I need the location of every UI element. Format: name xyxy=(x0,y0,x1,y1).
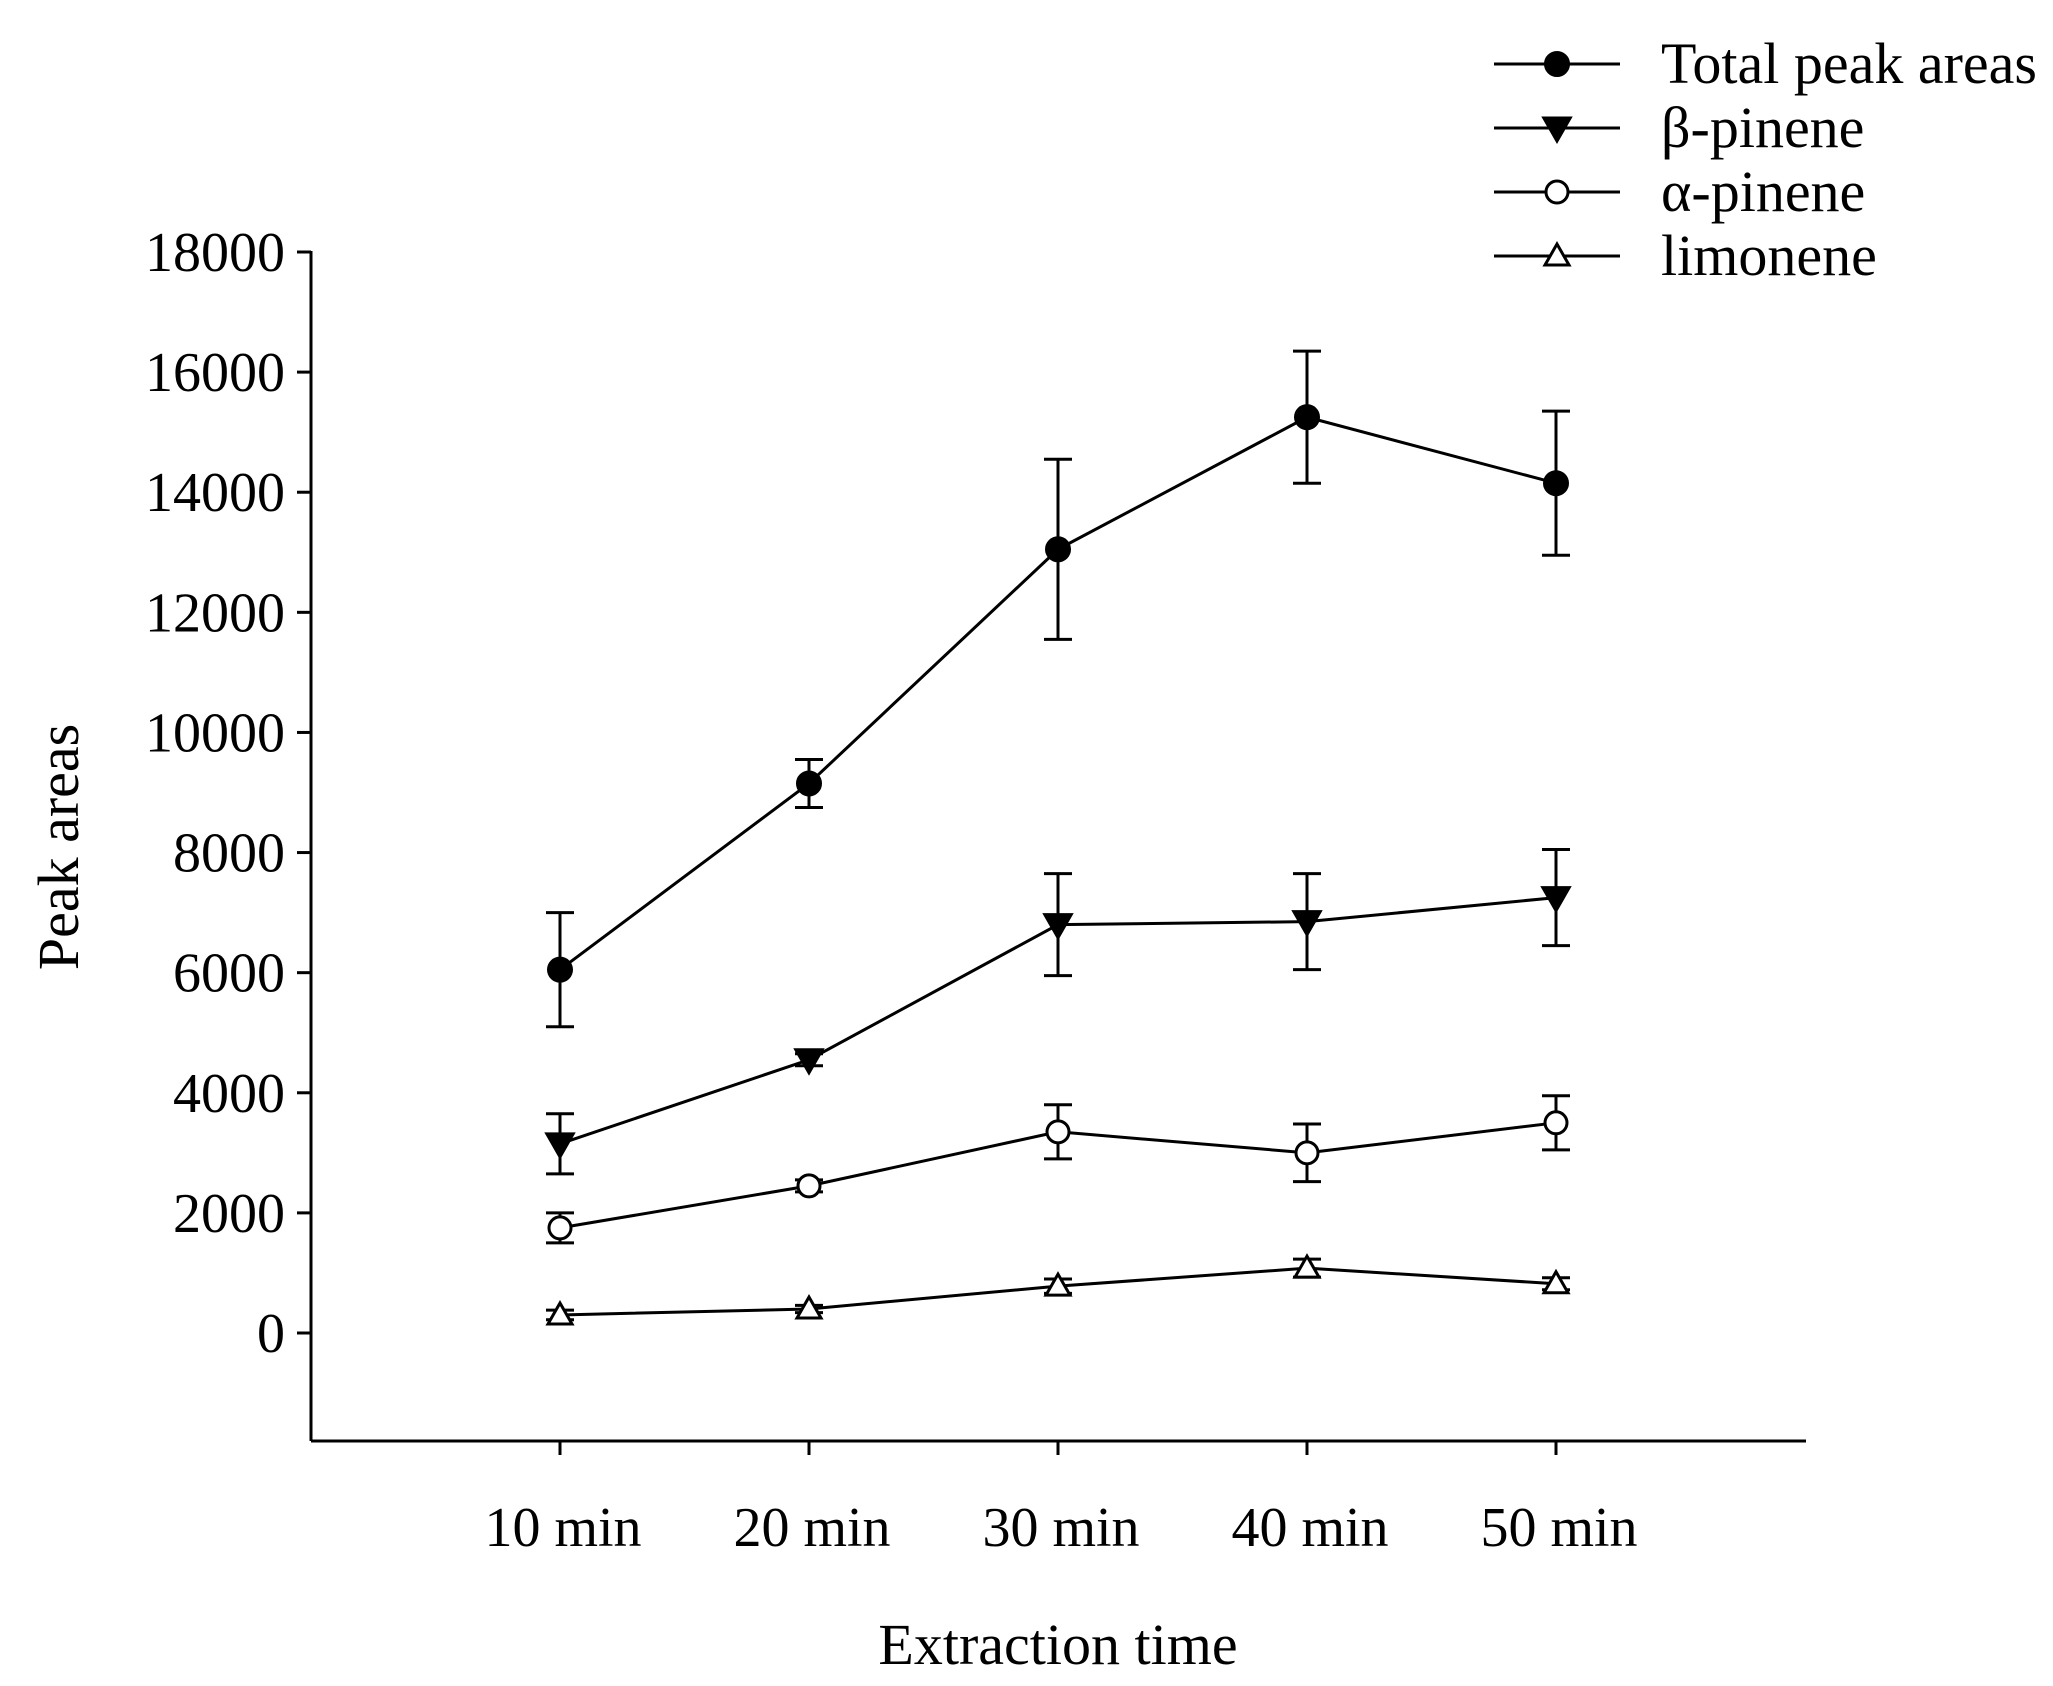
data-point xyxy=(544,1132,576,1160)
legend-label: α-pinene xyxy=(1661,159,1865,224)
x-tick-label: 30 min xyxy=(982,1497,1139,1559)
series-pinene xyxy=(544,848,1572,1176)
x-axis-ticks: 10 min 20 min 30 min 40 min 50 min xyxy=(484,1441,1638,1559)
legend-marker xyxy=(1544,179,1570,205)
legend-marker xyxy=(1544,51,1570,77)
y-tick-label: 6000 xyxy=(173,943,285,1005)
data-point xyxy=(1045,1119,1071,1145)
data-point xyxy=(547,1215,573,1241)
y-tick-label: 0 xyxy=(257,1303,285,1365)
data-point xyxy=(1042,913,1074,941)
series-total-peak-areas xyxy=(546,349,1570,1029)
series-layer xyxy=(544,349,1572,1326)
data-point xyxy=(796,1173,822,1199)
y-tick-label: 18000 xyxy=(145,222,285,284)
data-point xyxy=(1043,1271,1073,1297)
x-tick-label: 10 min xyxy=(484,1497,641,1559)
legend-label: β-pinene xyxy=(1661,95,1864,160)
y-tick-label: 14000 xyxy=(145,462,285,524)
y-tick-label: 12000 xyxy=(145,582,285,644)
legend-marker xyxy=(1542,240,1572,267)
y-tick-label: 4000 xyxy=(173,1063,285,1125)
legend-item: limonene xyxy=(1494,223,1877,288)
legend-label: Total peak areas xyxy=(1661,31,2037,96)
data-point xyxy=(1291,910,1323,938)
data-point xyxy=(547,956,573,983)
x-tick-label: 50 min xyxy=(1480,1497,1637,1559)
data-point xyxy=(1541,1268,1571,1295)
y-tick-label: 10000 xyxy=(145,702,285,764)
y-axis-ticks: 0 2000 4000 6000 8000 10000 12000 14000 16000 180… xyxy=(145,222,311,1365)
data-point xyxy=(794,1293,824,1320)
x-tick-label: 20 min xyxy=(733,1497,890,1559)
data-point xyxy=(1543,1110,1569,1136)
legend-marker xyxy=(1541,116,1573,145)
data-point xyxy=(793,1048,825,1076)
legend-item: β-pinene xyxy=(1494,95,1864,160)
data-point xyxy=(796,770,822,797)
data-point xyxy=(545,1299,575,1326)
x-axis-title: Extraction time xyxy=(878,1612,1237,1677)
y-tick-label: 8000 xyxy=(173,823,285,885)
data-point xyxy=(1294,1140,1320,1166)
data-point xyxy=(1540,886,1572,914)
data-point xyxy=(1292,1253,1322,1279)
data-point xyxy=(1294,404,1320,431)
data-point xyxy=(1045,536,1071,563)
legend-item: Total peak areas xyxy=(1494,31,2037,96)
data-point xyxy=(1543,470,1569,497)
legend-label: limonene xyxy=(1661,223,1877,288)
y-tick-label: 2000 xyxy=(173,1183,285,1245)
x-tick-label: 40 min xyxy=(1231,1497,1388,1559)
series-pinene xyxy=(546,1094,1570,1245)
y-axis-title: Peak areas xyxy=(26,724,91,970)
series-limonene xyxy=(545,1253,1571,1326)
plot-area xyxy=(309,251,1806,1443)
y-tick-label: 16000 xyxy=(145,342,285,404)
legend-item: α-pinene xyxy=(1494,159,1865,224)
